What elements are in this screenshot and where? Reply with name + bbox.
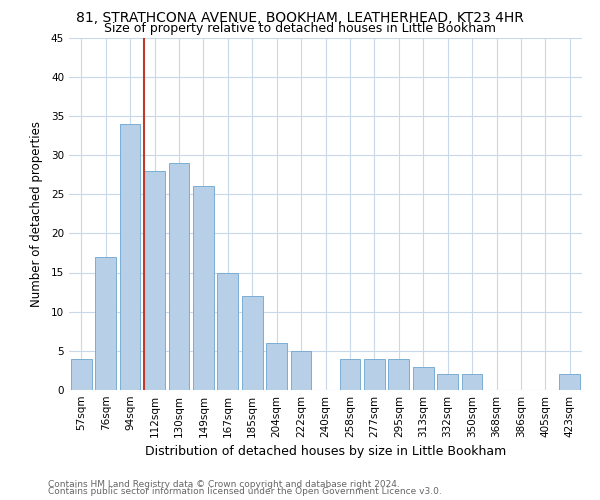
- Bar: [242, 296, 263, 390]
- Bar: [364, 358, 385, 390]
- Bar: [413, 366, 434, 390]
- Bar: [388, 358, 409, 390]
- Bar: [290, 351, 311, 390]
- Bar: [217, 272, 238, 390]
- Bar: [559, 374, 580, 390]
- Bar: [461, 374, 482, 390]
- Text: Contains public sector information licensed under the Open Government Licence v3: Contains public sector information licen…: [48, 487, 442, 496]
- Bar: [266, 343, 287, 390]
- Bar: [169, 163, 190, 390]
- Bar: [144, 170, 165, 390]
- Bar: [193, 186, 214, 390]
- Bar: [119, 124, 140, 390]
- Text: Size of property relative to detached houses in Little Bookham: Size of property relative to detached ho…: [104, 22, 496, 35]
- Bar: [340, 358, 361, 390]
- Bar: [71, 358, 92, 390]
- Y-axis label: Number of detached properties: Number of detached properties: [29, 120, 43, 306]
- X-axis label: Distribution of detached houses by size in Little Bookham: Distribution of detached houses by size …: [145, 446, 506, 458]
- Text: 81, STRATHCONA AVENUE, BOOKHAM, LEATHERHEAD, KT23 4HR: 81, STRATHCONA AVENUE, BOOKHAM, LEATHERH…: [76, 11, 524, 25]
- Bar: [437, 374, 458, 390]
- Text: 81 STRATHCONA AVENUE: 112sqm
← 29% of detached houses are smaller (55)
71% of se: 81 STRATHCONA AVENUE: 112sqm ← 29% of de…: [0, 499, 1, 500]
- Bar: [95, 257, 116, 390]
- Text: Contains HM Land Registry data © Crown copyright and database right 2024.: Contains HM Land Registry data © Crown c…: [48, 480, 400, 489]
